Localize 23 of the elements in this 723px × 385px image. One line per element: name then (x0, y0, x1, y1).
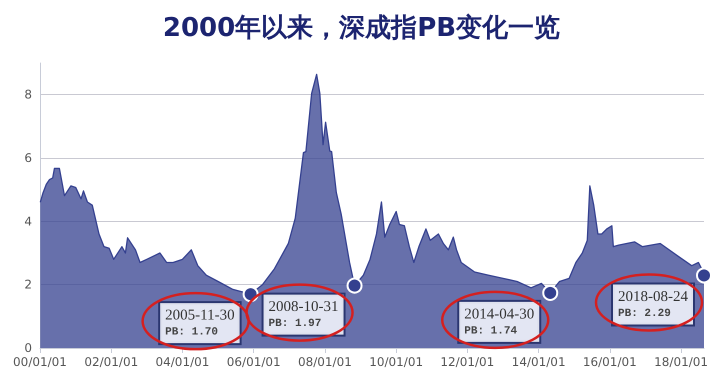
point (696, 267, 712, 284)
x-tick-label: 06/01/01 (226, 355, 281, 369)
x-tick-label: 12/01/01 (440, 355, 494, 369)
y-tick-label: 0 (24, 341, 32, 355)
x-tick-label: 14/01/01 (512, 355, 566, 369)
x-tick-label: 02/01/01 (84, 355, 138, 369)
x-tick-label: 16/01/01 (582, 355, 637, 369)
y-tick-label: 2 (24, 278, 32, 292)
x-tick-label: 04/01/01 (156, 355, 210, 369)
chart-title: 2000年以来，深成指PB变化一览 (162, 13, 560, 43)
x-tick-label: 08/01/01 (298, 355, 352, 369)
x-tick-label: 10/01/01 (369, 355, 424, 369)
annotation: 2014-04-30 PB: 1.74 (464, 306, 534, 338)
x-tick-label: 18/01/01 (654, 355, 708, 369)
annotation: 2008-10-31 PB: 1.97 (268, 299, 339, 330)
y-tick-label: 6 (24, 151, 32, 165)
annotation: 2005-11-30 PB: 1.70 (165, 308, 235, 339)
annotation: 2018-08-24 PB: 2.29 (618, 288, 688, 320)
y-tick-label: 4 (24, 214, 32, 228)
point (346, 278, 363, 294)
y-tick-label: 8 (24, 88, 32, 102)
x-tick-label: 00/01/01 (13, 355, 67, 369)
point (542, 284, 558, 301)
